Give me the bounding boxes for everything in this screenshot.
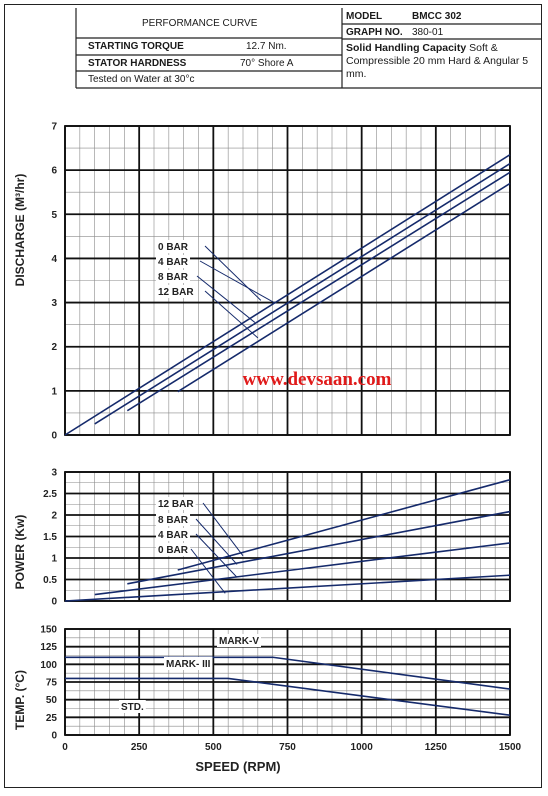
- y-tick-label: 2: [51, 511, 57, 522]
- solid-handling-label: Solid Handling Capacity: [346, 42, 467, 54]
- y-tick-label: 2.5: [43, 489, 57, 500]
- discharge-chart: 0 1 2 3 4 5 6 7 DISCHARGE (M³/hr) 0 BAR 4 BAR 8 BAR…: [13, 122, 511, 442]
- label-leader: [195, 533, 238, 578]
- graph-no-value: 380-01: [412, 27, 444, 38]
- label-leader: [204, 290, 259, 339]
- starting-torque-value: 12.7 Nm.: [246, 41, 287, 52]
- y-tick-label: 125: [40, 642, 57, 653]
- model-label: MODEL: [346, 11, 383, 22]
- label-leader: [196, 275, 256, 323]
- starting-torque-label: STARTING TORQUE: [88, 41, 184, 52]
- y-tick-label: 4: [51, 254, 57, 265]
- x-tick-label: 500: [205, 742, 222, 753]
- y-tick-label: 7: [51, 122, 57, 133]
- series-label: MARK-V: [219, 636, 259, 647]
- solid-handling-text: Soft & Compressible 20 mm Hard & Angular…: [346, 42, 529, 80]
- label-leader: [202, 502, 244, 557]
- x-tick-label: 750: [279, 742, 296, 753]
- stator-hardness-value: 70° Shore A: [240, 58, 294, 69]
- y-tick-label: 100: [40, 660, 57, 671]
- series-line: [64, 574, 511, 602]
- series-label: STD.: [121, 702, 144, 713]
- y-tick-label: 1: [51, 554, 57, 565]
- label-leader: [204, 245, 262, 301]
- watermark-text: www.devsaan.com: [243, 369, 392, 390]
- y-tick-label: 150: [40, 625, 57, 636]
- series-label-bg: [156, 255, 191, 268]
- series-label-bg: [119, 700, 146, 713]
- series-line: [94, 162, 511, 425]
- series-line: [177, 182, 511, 393]
- tested-on-note: Tested on Water at 30°c: [88, 74, 195, 85]
- model-value: BMCC 302: [412, 11, 462, 22]
- y-tick-label: 3: [51, 298, 57, 309]
- x-tick-label: 0: [62, 742, 68, 753]
- series-line: [65, 677, 511, 717]
- plot-border: [64, 125, 511, 436]
- series-label-bg: [156, 240, 191, 253]
- graph-no-label: GRAPH NO.: [346, 27, 403, 38]
- y-axis-title: DISCHARGE (M³/hr): [13, 174, 27, 287]
- label-leader: [195, 518, 238, 565]
- stator-hardness-label: STATOR HARDNESS: [88, 58, 187, 69]
- x-tick-label: 1500: [499, 742, 522, 753]
- y-axis-title: TEMP. (°C): [13, 670, 27, 730]
- series-line: [65, 656, 511, 690]
- series-label-bg: [156, 543, 191, 556]
- x-tick-label: 1250: [425, 742, 448, 753]
- y-tick-label: 0: [51, 431, 57, 442]
- series-line: [94, 542, 511, 596]
- solid-handling-note: Solid Handling Capacity Soft & Compressi…: [346, 42, 536, 81]
- series-label-bg: [164, 657, 213, 670]
- x-tick-label: 1000: [351, 742, 374, 753]
- y-tick-label: 0: [51, 731, 57, 742]
- series-label-bg: [156, 528, 191, 541]
- datasheet-frame: [4, 4, 542, 788]
- y-tick-label: 5: [51, 210, 57, 221]
- y-tick-label: 75: [46, 678, 58, 689]
- series-label: 12 BAR: [158, 287, 194, 298]
- series-label: 4 BAR: [158, 257, 189, 268]
- y-tick-label: 1.5: [43, 532, 57, 543]
- series-label-bg: [217, 634, 261, 647]
- series-label: 0 BAR: [158, 242, 189, 253]
- label-leader: [190, 548, 226, 594]
- plot-border: [64, 628, 511, 736]
- header-title: PERFORMANCE CURVE: [142, 18, 258, 29]
- x-tick-label: 250: [131, 742, 148, 753]
- series-line: [127, 510, 511, 585]
- series-label: 8 BAR: [158, 272, 189, 283]
- y-tick-label: 50: [46, 695, 58, 706]
- y-tick-label: 25: [46, 713, 58, 724]
- series-label: 0 BAR: [158, 545, 189, 556]
- series-label-bg: [156, 513, 191, 526]
- y-tick-label: 0: [51, 597, 57, 608]
- y-tick-label: 3: [51, 468, 57, 479]
- series-label: 12 BAR: [158, 499, 194, 510]
- power-chart: 0 0.5 1 1.5 2 2.5 3 POWER (Kw) 12 BAR 8 BAR 4 BAR 0…: [13, 468, 511, 608]
- plot-border: [64, 471, 511, 602]
- series-line: [64, 154, 511, 436]
- series-line: [126, 171, 511, 412]
- x-axis-title: SPEED (RPM): [195, 759, 280, 774]
- series-label: MARK- III: [166, 659, 211, 670]
- series-label: 4 BAR: [158, 530, 189, 541]
- y-tick-label: 1: [51, 386, 57, 397]
- y-tick-label: 6: [51, 166, 57, 177]
- series-label-bg: [156, 285, 196, 298]
- label-leader: [199, 260, 275, 304]
- series-label-bg: [156, 270, 191, 283]
- series-label: 8 BAR: [158, 515, 189, 526]
- header-table: [75, 8, 542, 89]
- series-label-bg: [156, 497, 196, 510]
- y-axis-title: POWER (Kw): [13, 515, 27, 590]
- y-tick-label: 2: [51, 342, 57, 353]
- series-line: [177, 478, 511, 571]
- y-tick-label: 0.5: [43, 575, 57, 586]
